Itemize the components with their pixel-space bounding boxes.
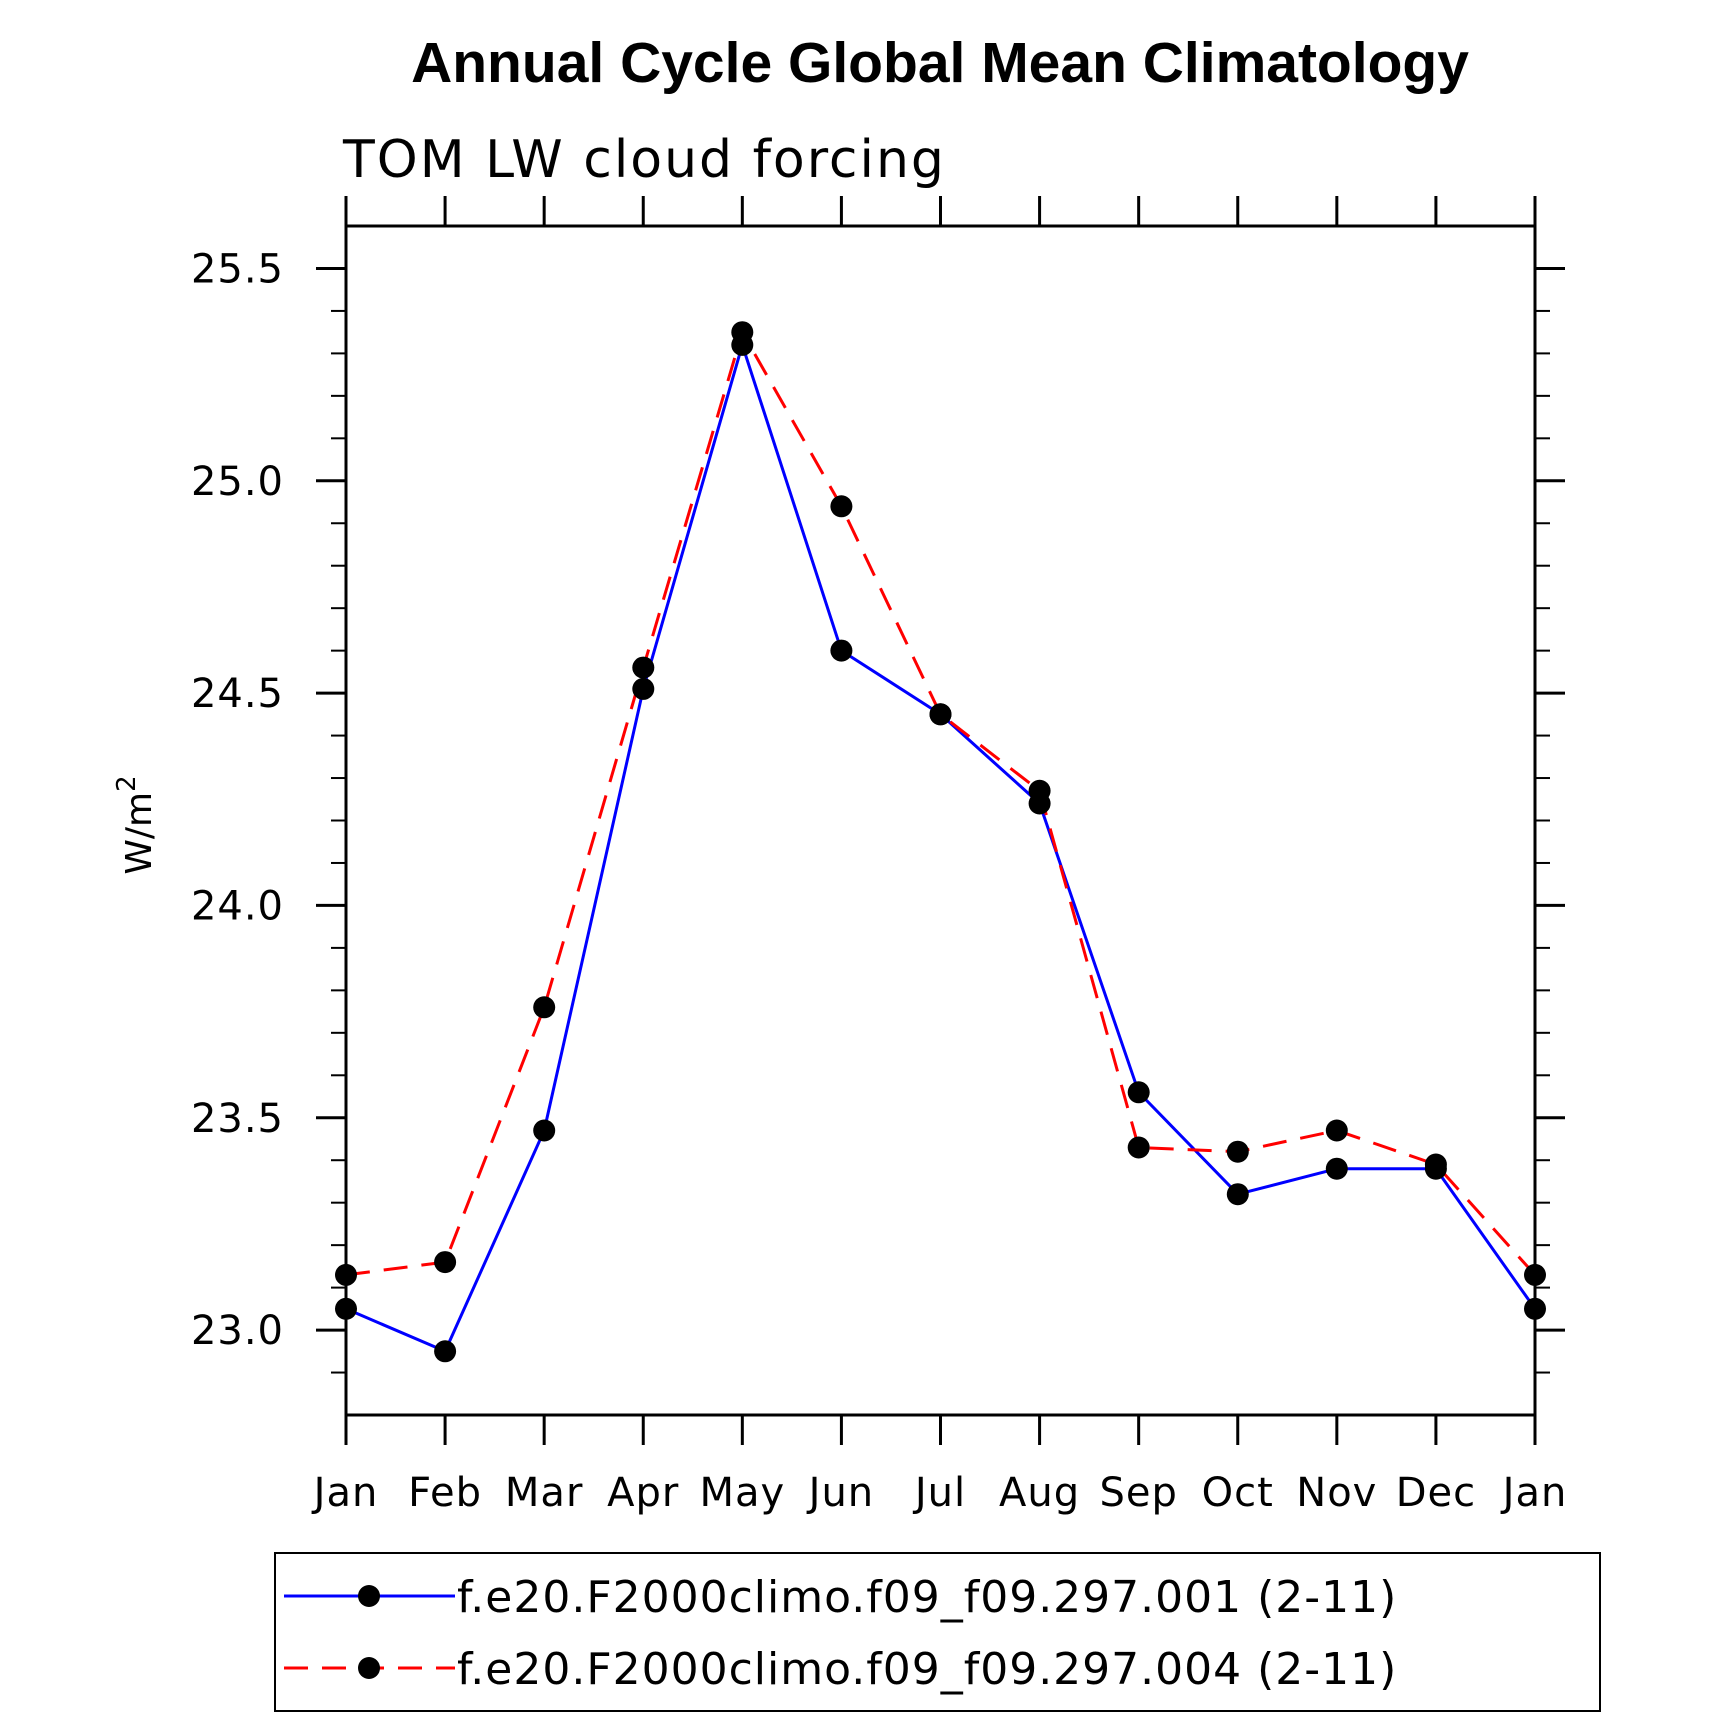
y-axis-label: W/m2 [112, 775, 160, 874]
legend-label-series-2: f.e20.F2000climo.f09_f09.297.004 (2-11) [457, 1644, 1397, 1695]
series-1-point [632, 677, 655, 700]
legend-box [274, 1552, 1601, 1712]
y-tick-label: 25.0 [191, 459, 284, 505]
y-tick-label: 24.0 [191, 883, 284, 929]
chart-title: Annual Cycle Global Mean Climatology [411, 31, 1469, 95]
x-tick-label: Jan [311, 1470, 379, 1516]
y-tick-label: 23.0 [191, 1308, 284, 1354]
legend-marker-series-1 [358, 1585, 380, 1607]
x-tick-label: Oct [1202, 1470, 1274, 1516]
y-tick-label: 24.5 [191, 671, 284, 717]
y-axis-ticks [316, 266, 1565, 1374]
series-2-point [632, 656, 655, 679]
series-layer [335, 321, 1546, 1363]
x-tick-label: Dec [1396, 1470, 1476, 1516]
series-2-point [1127, 1136, 1150, 1159]
x-tick-label: May [699, 1470, 785, 1516]
series-1-point [1524, 1297, 1546, 1320]
x-tick-label: Jan [1500, 1470, 1568, 1516]
series-2-point [1524, 1263, 1546, 1286]
series-2-point [335, 1263, 357, 1286]
plot-frame [344, 224, 1537, 1417]
x-tick-label: Feb [408, 1470, 482, 1516]
series-2-point [1226, 1140, 1249, 1163]
series-1-point [1226, 1183, 1249, 1206]
x-tick-label: Jul [912, 1470, 966, 1516]
series-line-2 [345, 330, 1537, 1277]
y-tick-label: 25.5 [191, 246, 284, 292]
x-axis-tick-labels: Jan Feb Mar Apr May Jun Jul Aug Sep Oct Nov Dec Jan [311, 1470, 1568, 1516]
series-1-point [533, 1119, 556, 1142]
series-1-point [335, 1297, 357, 1320]
series-1-point [434, 1340, 457, 1363]
x-tick-label: Nov [1296, 1470, 1377, 1516]
series-2-point [1325, 1119, 1348, 1142]
series-2-point [1424, 1153, 1447, 1176]
x-tick-label: Aug [999, 1470, 1080, 1516]
series-2-point [533, 996, 556, 1019]
y-axis-tick-labels: 23.0 23.5 24.0 24.5 25.0 25.5 [191, 246, 284, 1354]
x-tick-label: Sep [1099, 1470, 1177, 1516]
series-2-point [434, 1251, 457, 1274]
y-axis-label-superscript: 2 [112, 775, 142, 792]
series-2-point [731, 321, 754, 344]
chart-subtitle: TOM LW cloud forcing [342, 130, 946, 190]
y-tick-label: 23.5 [191, 1096, 284, 1142]
series-1-point [1325, 1157, 1348, 1180]
legend-marker-series-2 [358, 1657, 380, 1679]
x-tick-label: Jun [806, 1470, 875, 1516]
series-2-point [929, 703, 952, 726]
series-1-point [1127, 1081, 1150, 1104]
series-1-point [830, 639, 853, 662]
legend: f.e20.F2000climo.f09_f09.297.001 (2-11) … [274, 1552, 1601, 1712]
series-2-point [1028, 779, 1051, 802]
x-tick-label: Apr [607, 1470, 679, 1516]
legend-label-series-1: f.e20.F2000climo.f09_f09.297.001 (2-11) [457, 1572, 1397, 1623]
x-axis-ticks [344, 196, 1537, 1445]
series-2-point [830, 495, 853, 518]
x-tick-label: Mar [505, 1470, 583, 1516]
y-axis-label-main: W/m [119, 792, 160, 875]
series-line-1 [345, 343, 1537, 1353]
